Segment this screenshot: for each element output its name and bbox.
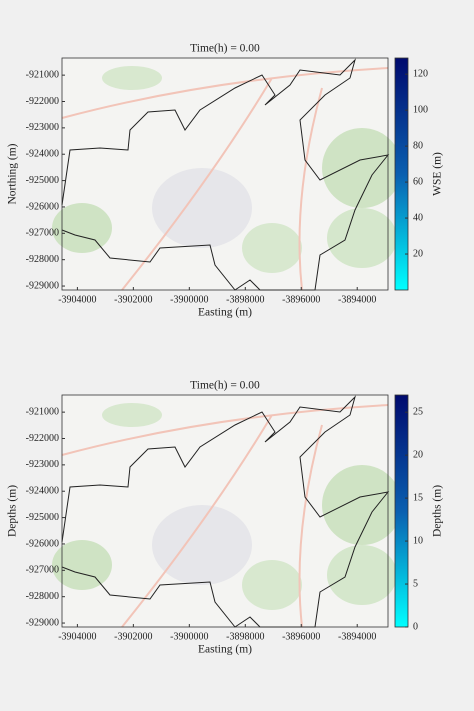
chart-title: Time(h) = 0.00: [190, 43, 260, 55]
colorbar-tick-label: 60: [413, 176, 423, 187]
colorbar-tick-label: 120: [413, 68, 428, 79]
y-tick-label: -929000: [26, 617, 59, 628]
map-background: [0, 394, 403, 628]
x-axis-label: Easting (m): [198, 644, 252, 656]
colorbar: [394, 394, 409, 628]
x-tick-label: -3898000: [226, 294, 264, 305]
y-tick-label: -927000: [26, 565, 59, 576]
y-tick-label: -922000: [26, 433, 59, 444]
y-tick-label: -923000: [26, 122, 59, 133]
x-tick-label: -3894000: [338, 631, 376, 642]
x-tick-label: -3904000: [58, 631, 96, 642]
colorbar: [394, 57, 409, 291]
y-tick-label: -924000: [26, 149, 59, 160]
y-axis-label: Northing (m): [7, 143, 19, 204]
y-tick-label: -925000: [26, 175, 59, 186]
axes-box: [61, 57, 389, 291]
y-tick-label: -921000: [26, 69, 59, 80]
y-tick-label: -925000: [26, 512, 59, 523]
x-tick-label: -3900000: [170, 631, 208, 642]
colorbar-tick-label: 100: [413, 104, 428, 115]
x-tick-label: -3904000: [58, 294, 96, 305]
map-background: [0, 57, 403, 291]
x-tick-label: -3896000: [282, 294, 320, 305]
colorbar-tick-label: 10: [413, 535, 423, 546]
y-tick-label: -922000: [26, 96, 59, 107]
x-tick-label: -3894000: [338, 294, 376, 305]
y-tick-label: -924000: [26, 486, 59, 497]
colorbar-label: Depths (m): [432, 485, 444, 537]
y-tick-label: -927000: [26, 228, 59, 239]
colorbar-tick-label: 15: [413, 492, 423, 503]
y-axis-label: Depths (m): [7, 485, 19, 537]
colorbar-tick-label: 40: [413, 212, 423, 223]
y-tick-label: -928000: [26, 591, 59, 602]
colorbar-tick-label: 20: [413, 449, 423, 460]
colorbar-tick-label: 20: [413, 248, 423, 259]
colorbar-tick-label: 25: [413, 406, 423, 417]
axes-box: [61, 394, 389, 628]
y-tick-label: -921000: [26, 406, 59, 417]
y-tick-label: -923000: [26, 459, 59, 470]
y-tick-label: -926000: [26, 201, 59, 212]
colorbar-tick-label: 80: [413, 140, 423, 151]
colorbar-label: WSE (m): [432, 152, 444, 196]
x-tick-label: -3898000: [226, 631, 264, 642]
x-tick-label: -3900000: [170, 294, 208, 305]
y-tick-label: -929000: [26, 280, 59, 291]
y-tick-label: -926000: [26, 538, 59, 549]
colorbar-tick-label: 0: [413, 621, 418, 632]
x-axis-label: Easting (m): [198, 307, 252, 319]
y-tick-label: -928000: [26, 254, 59, 265]
x-tick-label: -3902000: [114, 294, 152, 305]
x-tick-label: -3896000: [282, 631, 320, 642]
chart-title: Time(h) = 0.00: [190, 380, 260, 392]
x-tick-label: -3902000: [114, 631, 152, 642]
colorbar-tick-label: 5: [413, 578, 418, 589]
